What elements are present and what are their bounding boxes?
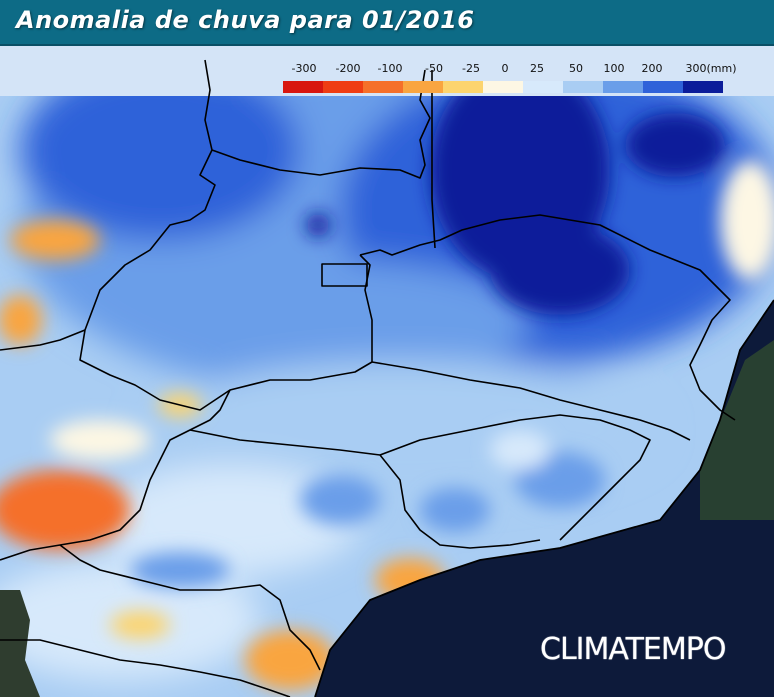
rain-anomaly-map: [0, 46, 774, 697]
no-data-patch: [700, 340, 774, 520]
legend-label: 50: [569, 62, 583, 75]
legend-color-bar: [283, 81, 723, 93]
legend-swatch: [563, 81, 603, 93]
state-borders: [0, 59, 736, 697]
legend-swatch: [443, 81, 483, 93]
climatempo-logo: CLIMATEMPO: [540, 632, 726, 667]
legend-label: 0: [501, 62, 509, 75]
legend-label: -25: [462, 62, 480, 75]
legend-swatch: [603, 81, 643, 93]
legend-swatch: [323, 81, 363, 93]
legend-label: -300: [291, 62, 317, 75]
no-data-patch: [0, 590, 40, 697]
legend-label: -100: [377, 62, 403, 75]
legend-label: 25: [530, 62, 544, 75]
legend-swatch: [483, 81, 523, 93]
legend-swatch: [403, 81, 443, 93]
legend-label: 300(mm): [685, 62, 737, 75]
legend-label: -200: [335, 62, 361, 75]
legend-swatch: [283, 81, 323, 93]
coastline: [314, 299, 774, 697]
legend-swatch: [523, 81, 563, 93]
anomaly-field: [0, 46, 774, 697]
title-bar: Anomalia de chuva para 01/2016: [0, 0, 774, 46]
legend-swatch: [683, 81, 723, 93]
legend-label: -50: [425, 62, 443, 75]
map-title: Anomalia de chuva para 01/2016: [16, 6, 475, 34]
legend-label: 100: [603, 62, 625, 75]
legend-swatch: [643, 81, 683, 93]
legend-label: 200: [641, 62, 663, 75]
legend-swatch: [363, 81, 403, 93]
